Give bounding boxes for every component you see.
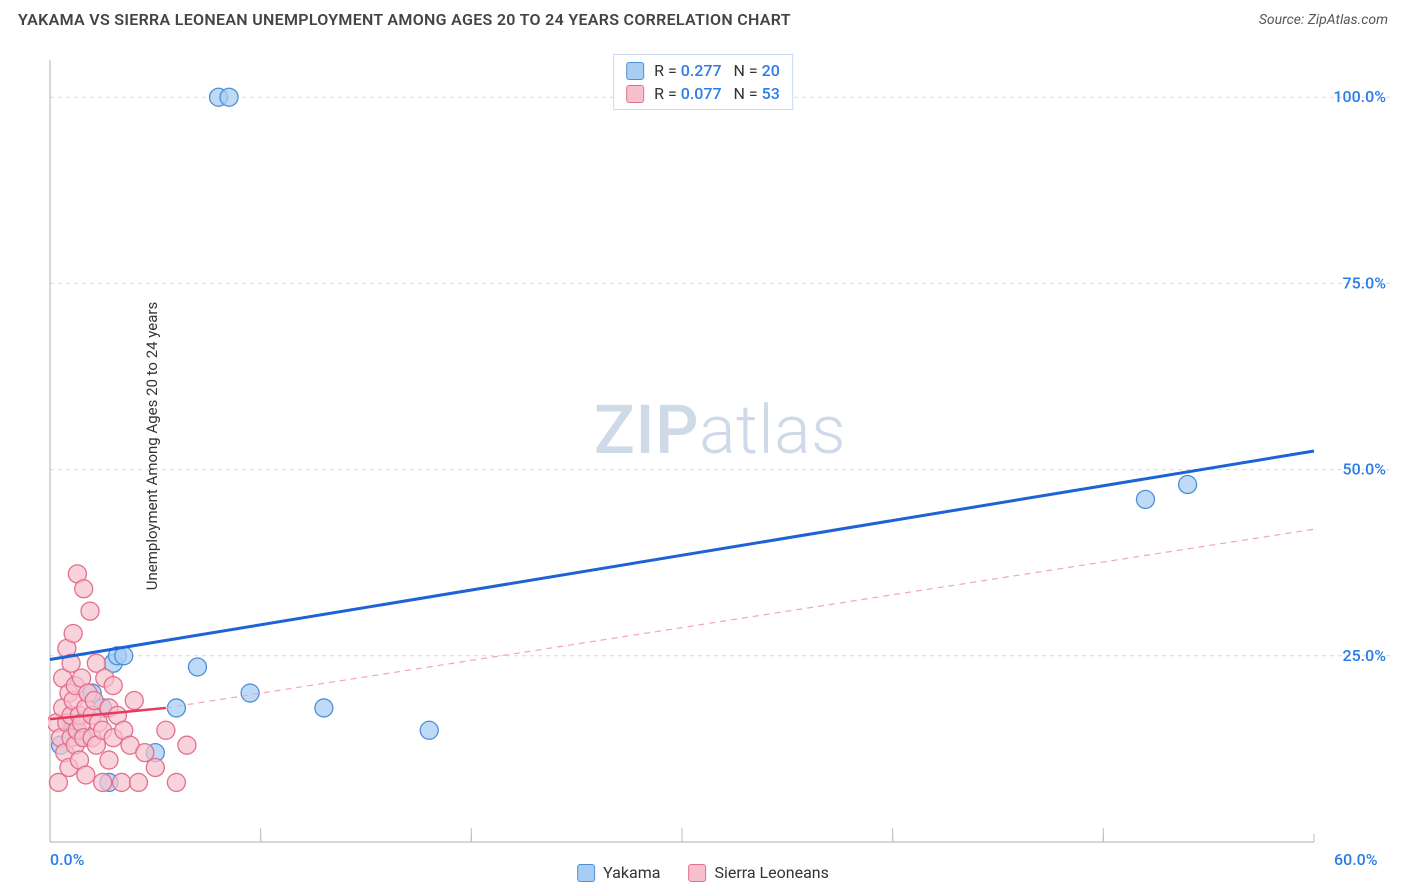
data-point — [167, 773, 185, 791]
series-legend: Yakama Sierra Leoneans — [577, 863, 829, 882]
legend-item: Yakama — [577, 863, 660, 882]
trend-line — [50, 451, 1314, 660]
legend-swatch — [577, 864, 595, 882]
correlation-legend: R = 0.277 N = 20 R = 0.077 N = 53 — [613, 54, 793, 110]
data-point — [220, 88, 238, 106]
x-axis-max-label: 60.0% — [1334, 850, 1378, 869]
data-point — [81, 602, 99, 620]
legend-row: R = 0.077 N = 53 — [626, 82, 780, 105]
legend-label: Sierra Leoneans — [714, 863, 828, 882]
data-point — [241, 684, 259, 702]
legend-label: Yakama — [603, 863, 660, 882]
legend-item: Sierra Leoneans — [688, 863, 828, 882]
data-point — [167, 699, 185, 717]
data-point — [188, 658, 206, 676]
data-point — [178, 736, 196, 754]
y-tick-label: 100.0% — [1333, 87, 1386, 106]
data-point — [94, 773, 112, 791]
scatter-plot: 25.0% 50.0% 75.0% 100.0% — [48, 48, 1392, 844]
legend-text: R = 0.277 N = 20 — [654, 61, 780, 80]
data-point — [113, 773, 131, 791]
legend-swatch — [626, 62, 644, 80]
y-tick-label: 25.0% — [1342, 646, 1386, 665]
data-point — [125, 691, 143, 709]
data-point — [1136, 490, 1154, 508]
y-tick-label: 75.0% — [1342, 273, 1386, 292]
legend-row: R = 0.277 N = 20 — [626, 59, 780, 82]
x-axis-min-label: 0.0% — [50, 850, 84, 869]
data-point — [157, 721, 175, 739]
data-point — [77, 766, 95, 784]
trend-line — [166, 529, 1314, 708]
data-point — [129, 773, 147, 791]
source-attribution: Source: ZipAtlas.com — [1259, 12, 1388, 28]
data-point — [146, 759, 164, 777]
y-tick-label: 50.0% — [1342, 460, 1386, 479]
data-point — [315, 699, 333, 717]
title-bar: YAKAMA VS SIERRA LEONEAN UNEMPLOYMENT AM… — [0, 0, 1406, 35]
data-point — [100, 751, 118, 769]
chart-title: YAKAMA VS SIERRA LEONEAN UNEMPLOYMENT AM… — [18, 10, 791, 29]
data-point — [1179, 476, 1197, 494]
legend-text: R = 0.077 N = 53 — [654, 84, 780, 103]
legend-swatch — [626, 85, 644, 103]
chart-area: 25.0%50.0%75.0%100.0% ZIPatlas — [48, 48, 1392, 844]
data-point — [420, 721, 438, 739]
legend-swatch — [688, 864, 706, 882]
data-point — [104, 677, 122, 695]
data-point — [75, 580, 93, 598]
data-point — [64, 624, 82, 642]
